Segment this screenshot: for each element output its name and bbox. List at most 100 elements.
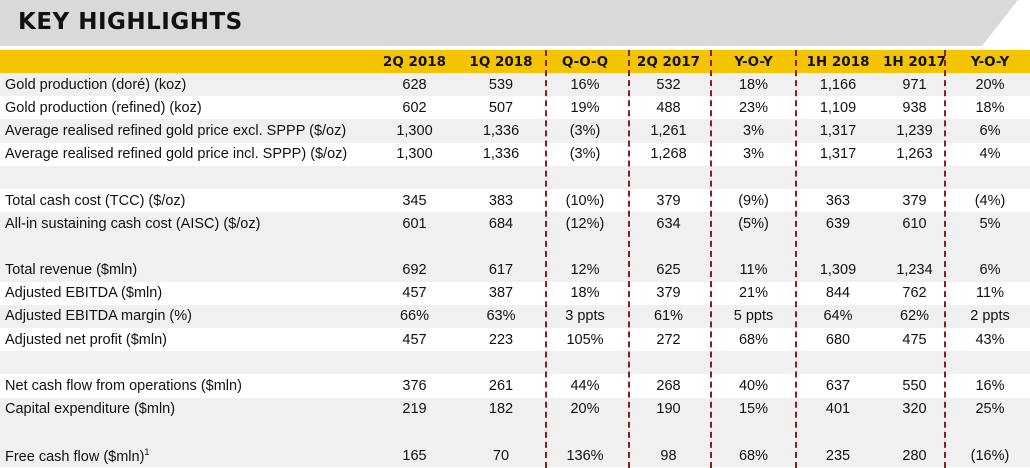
table-cell: 6% (950, 119, 1030, 143)
row-label-text: Gold production (doré) (koz) (5, 76, 187, 93)
table-cell: 63% (459, 304, 543, 329)
table-cell (543, 351, 627, 375)
row-label-text: Capital expenditure ($mln) (5, 401, 176, 418)
row-label: Gold production (doré) (koz) (0, 73, 370, 97)
table-cell: (12%) (543, 212, 627, 236)
table-cell: 219 (370, 397, 459, 421)
table-cell: 938 (902, 99, 927, 116)
row-label: Capital expenditure ($mln) (0, 397, 370, 421)
divider-line (710, 50, 712, 468)
table-cell: 1,239 (879, 119, 950, 143)
spacer-row (0, 351, 1030, 375)
row-label: Net cash flow from operations ($mln) (0, 374, 370, 397)
table-cell: 1,336 (482, 146, 520, 163)
table-cell: (5%) (710, 212, 797, 236)
table-cell: 19% (570, 99, 600, 116)
table-cell: 628 (370, 73, 459, 97)
divider-line (944, 50, 946, 468)
table-cell: 844 (825, 285, 851, 302)
col-header: Y-O-Y (734, 53, 773, 70)
highlights-table: 2Q 2018 1Q 2018 Q-O-Q 2Q 2017 Y-O-Y 1H 2… (0, 50, 1030, 468)
col-header: 2Q 2018 (382, 53, 447, 70)
table-cell: 550 (902, 378, 927, 395)
table-cell: 23% (738, 99, 769, 116)
row-label: Gold production (refined) (koz) (0, 96, 370, 119)
col-header: Y-O-Y (970, 53, 1010, 70)
table-cell (370, 351, 459, 375)
table-cell: 5 ppts (710, 304, 797, 329)
table-cell: 601 (370, 212, 459, 236)
header-label-cell (0, 50, 370, 73)
table-row: All-in sustaining cash cost (AISC) ($/oz… (0, 212, 1030, 236)
table-cell: 43% (975, 331, 1005, 348)
row-label-text: Free cash flow ($mln) (5, 448, 145, 465)
table-cell (710, 420, 797, 444)
table-cell: 68% (710, 444, 797, 468)
table-cell: 401 (797, 397, 879, 421)
table-cell: 684 (459, 212, 543, 236)
spacer-row (0, 235, 1030, 259)
table-cell: 20% (950, 73, 1030, 97)
table-cell: 272 (656, 331, 681, 348)
row-label: Average realised refined gold price excl… (0, 119, 370, 143)
row-label (0, 165, 370, 189)
table-cell: 602 (402, 99, 427, 116)
table-cell: (9%) (738, 192, 769, 209)
table-cell: 1,317 (819, 146, 857, 163)
table-cell (797, 420, 879, 444)
table-row: Net cash flow from operations ($mln) 376 2… (0, 374, 1030, 397)
spacer-row (0, 165, 1030, 189)
row-label: All-in sustaining cash cost (AISC) ($/oz… (0, 212, 370, 236)
table-cell: (4%) (974, 192, 1006, 209)
table-row: Average realised refined gold price incl… (0, 143, 1030, 166)
table-cell: 11% (710, 258, 797, 282)
table-cell (797, 351, 879, 375)
table-cell: 457 (402, 285, 427, 302)
row-label: Adjusted EBITDA margin (%) (0, 304, 370, 329)
table-cell: 136% (543, 444, 627, 468)
table-cell: 488 (656, 99, 681, 116)
table-row: Average realised refined gold price excl… (0, 119, 1030, 143)
table-cell: 25% (950, 397, 1030, 421)
table-cell: 457 (402, 331, 427, 348)
table-cell: 2 ppts (950, 304, 1030, 329)
table-cell (950, 351, 1030, 375)
table-cell: 383 (488, 192, 514, 209)
table-cell: 363 (825, 192, 851, 209)
table-cell: 280 (879, 444, 950, 468)
row-label-text: Average realised refined gold price incl… (5, 146, 348, 163)
table-cell: 6% (950, 258, 1030, 282)
table-cell (950, 235, 1030, 259)
table-cell: 1,317 (797, 119, 879, 143)
table-cell: 40% (738, 378, 769, 395)
table-cell (627, 165, 710, 189)
table-cell: 971 (879, 73, 950, 97)
table-cell: 1,263 (896, 146, 933, 163)
table-cell: 320 (879, 397, 950, 421)
table-cell (370, 165, 459, 189)
table-cell: 61% (627, 304, 710, 329)
table-cell (543, 165, 627, 189)
table-cell: 235 (797, 444, 879, 468)
table-cell: 261 (488, 378, 514, 395)
table-cell: 1,300 (396, 146, 433, 163)
table-cell: 617 (459, 258, 543, 282)
row-label: Total cash cost (TCC) ($/oz) (0, 189, 370, 212)
table-cell: 16% (975, 378, 1005, 395)
table-cell (627, 351, 710, 375)
table-cell (627, 420, 710, 444)
table-cell: 379 (656, 285, 681, 302)
table-row: Total revenue ($mln) 692 617 12% 625 11% 1,309… (0, 258, 1030, 282)
table-cell: 1,109 (819, 99, 857, 116)
row-label-text: Total cash cost (TCC) ($/oz) (5, 192, 186, 209)
table-cell: 182 (459, 397, 543, 421)
table-cell: (3%) (543, 119, 627, 143)
divider-line (795, 50, 797, 468)
table-cell (950, 165, 1030, 189)
table-row: Total cash cost (TCC) ($/oz) 345 383 (10%) 3… (0, 189, 1030, 212)
table-cell: 21% (738, 285, 769, 302)
table-cell: 1,234 (879, 258, 950, 282)
table-cell (710, 165, 797, 189)
row-label-text: Adjusted EBITDA ($mln) (5, 285, 163, 302)
row-label (0, 420, 370, 444)
